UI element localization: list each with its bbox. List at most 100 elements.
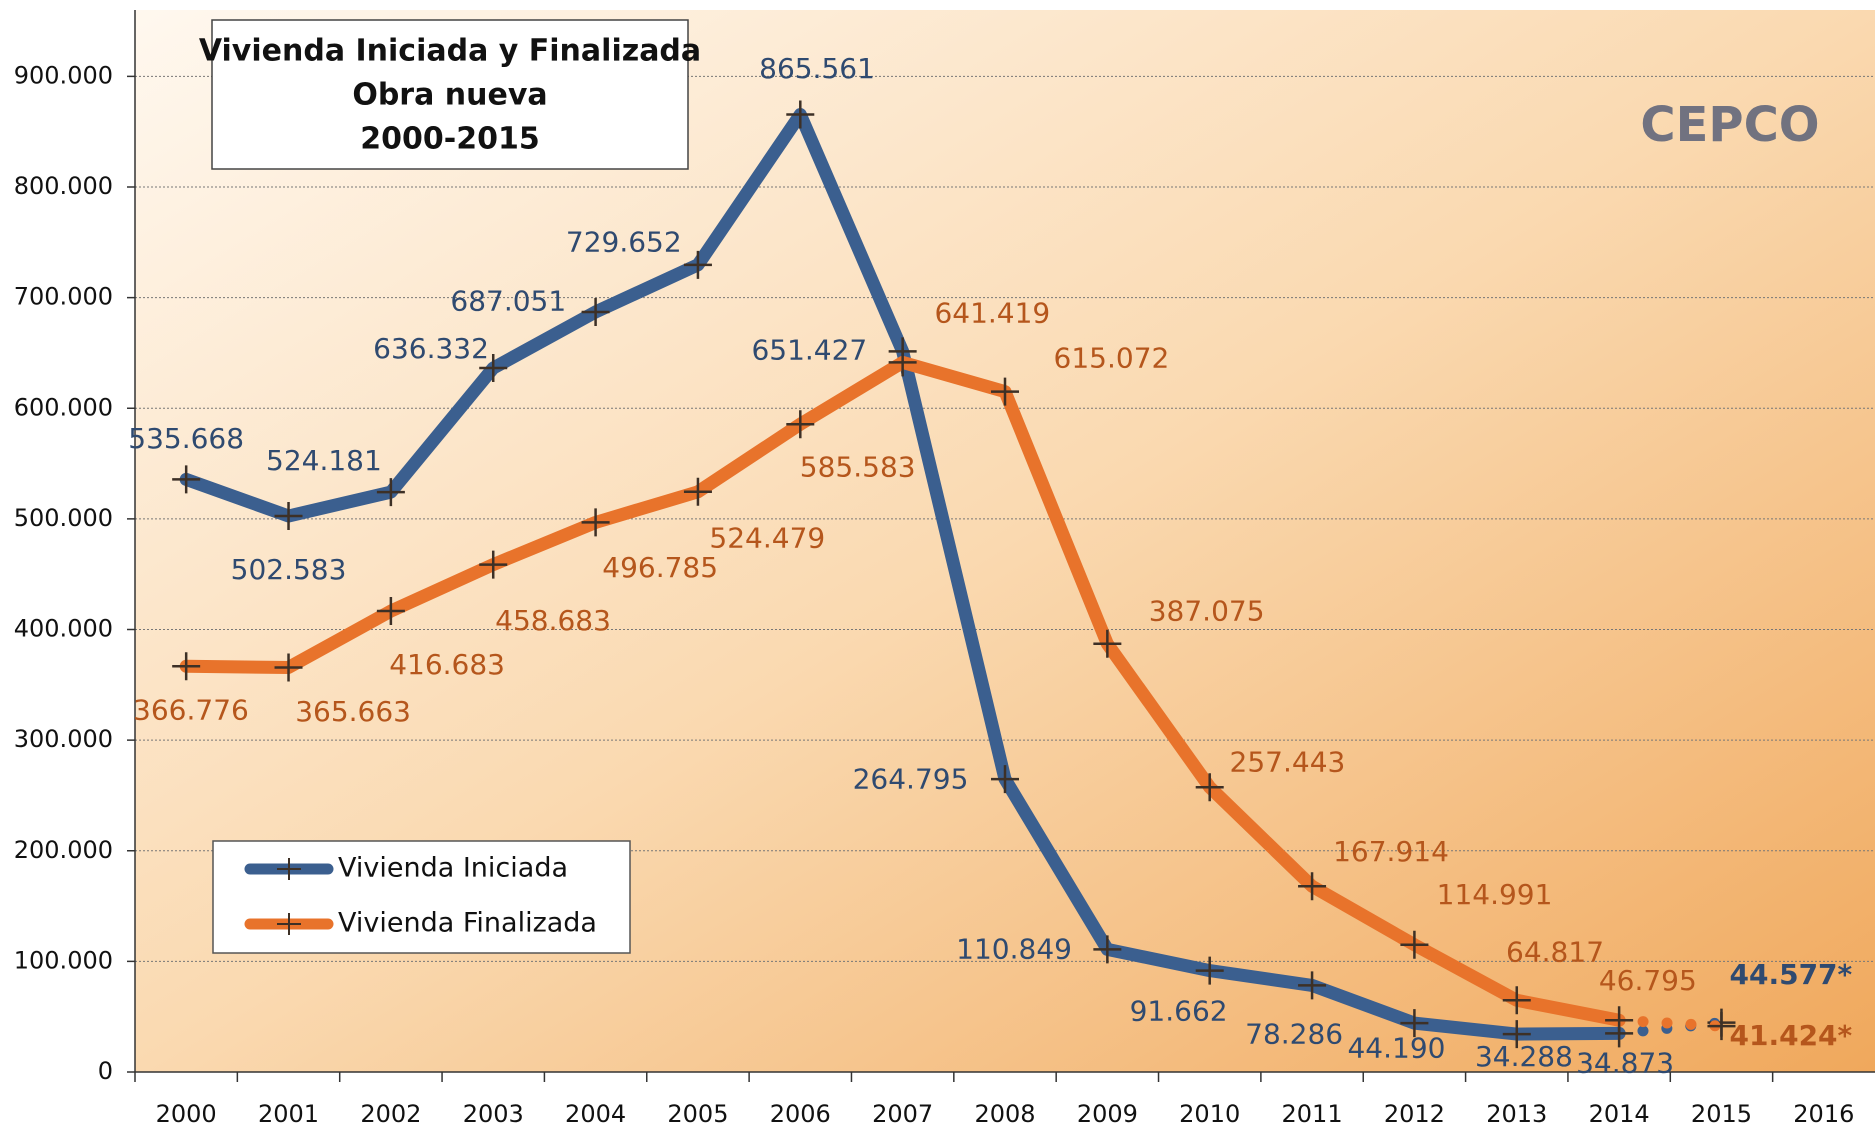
data-label: 41.424*: [1729, 1019, 1852, 1052]
data-label: 46.795: [1599, 964, 1697, 997]
legend-label: Vivienda Finalizada: [338, 908, 597, 939]
point-marker: [1400, 1009, 1429, 1038]
x-tick-label: 2012: [1384, 1100, 1445, 1128]
y-tick-label: 700.000: [14, 283, 113, 311]
x-tick-label: 2014: [1589, 1100, 1650, 1128]
x-tick-label: 2001: [258, 1100, 319, 1128]
data-label: 636.332: [373, 332, 489, 365]
data-label: 110.849: [956, 933, 1072, 966]
chart-title: 2000-2015: [360, 122, 539, 157]
x-tick-label: 2000: [156, 1100, 217, 1128]
point-marker: [172, 465, 201, 494]
point-marker: [1093, 935, 1122, 964]
point-marker: [683, 250, 712, 279]
point-marker: [1195, 956, 1224, 985]
point-marker: [888, 348, 917, 377]
point-marker: [991, 377, 1019, 406]
x-tick-label: 2003: [463, 1100, 524, 1128]
data-label: 387.075: [1149, 595, 1265, 628]
y-tick-label: 0: [98, 1057, 113, 1085]
point-marker: [581, 297, 610, 326]
data-label: 264.795: [853, 762, 969, 795]
data-label: 585.583: [800, 450, 916, 483]
point-marker: [479, 550, 508, 579]
point-marker: [786, 100, 815, 129]
data-label: 524.181: [266, 444, 382, 477]
logo: CEPCO: [1640, 97, 1819, 153]
data-label: 729.652: [566, 225, 682, 258]
data-label: 865.561: [759, 52, 875, 85]
chart-title: Vivienda Iniciada y Finalizada: [199, 34, 701, 69]
x-tick-label: 2016: [1793, 1100, 1854, 1128]
y-tick-label: 300.000: [14, 725, 113, 753]
data-label: 416.683: [389, 648, 505, 681]
point-marker: [1502, 1020, 1531, 1049]
x-tick-label: 2008: [974, 1100, 1035, 1128]
y-tick-label: 500.000: [14, 504, 113, 532]
y-tick-label: 800.000: [14, 172, 113, 200]
data-label: 64.817: [1506, 936, 1604, 969]
y-tick-label: 400.000: [14, 615, 113, 643]
point-marker: [274, 653, 303, 682]
point-marker: [376, 478, 405, 507]
point-marker: [1195, 773, 1224, 802]
projected-segment: [1613, 1017, 1727, 1039]
data-label: 257.443: [1230, 745, 1346, 778]
point-marker: [1707, 1012, 1736, 1041]
legend-marker: [277, 913, 301, 935]
x-tick-label: 2011: [1282, 1100, 1343, 1128]
data-label: 535.668: [128, 422, 244, 455]
data-label: 458.683: [495, 604, 611, 637]
data-label: 91.662: [1130, 994, 1228, 1027]
y-tick-label: 200.000: [14, 836, 113, 864]
data-label: 34.288: [1475, 1040, 1573, 1073]
point-marker: [786, 410, 815, 439]
data-label: 641.419: [934, 297, 1050, 330]
data-label: 502.583: [231, 553, 347, 586]
data-label: 78.286: [1245, 1018, 1343, 1051]
point-marker: [1502, 986, 1531, 1015]
data-label: 651.427: [751, 333, 867, 366]
point-marker: [991, 765, 1019, 794]
point-marker: [581, 508, 610, 537]
x-tick-label: 2002: [360, 1100, 421, 1128]
data-label: 496.785: [602, 551, 718, 584]
data-label: 114.991: [1437, 878, 1553, 911]
data-label: 524.479: [709, 522, 825, 555]
x-tick-label: 2015: [1691, 1100, 1752, 1128]
chart-title: Obra nueva: [352, 78, 547, 113]
data-label: 44.190: [1347, 1031, 1445, 1064]
data-label: 167.914: [1333, 835, 1449, 868]
legend-label: Vivienda Iniciada: [338, 853, 568, 884]
point-marker: [1298, 872, 1327, 901]
y-tick-label: 900.000: [14, 61, 113, 89]
point-marker: [172, 652, 201, 681]
y-tick-label: 600.000: [14, 393, 113, 421]
legend-marker: [277, 858, 301, 880]
data-label: 34.873: [1576, 1047, 1674, 1080]
data-label: 615.072: [1054, 341, 1170, 374]
point-marker: [1298, 971, 1327, 1000]
point-marker: [1093, 629, 1122, 658]
x-tick-label: 2004: [565, 1100, 626, 1128]
y-tick-label: 100.000: [14, 946, 113, 974]
x-tick-label: 2009: [1077, 1100, 1138, 1128]
data-label: 687.051: [450, 284, 566, 317]
x-tick-label: 2013: [1486, 1100, 1547, 1128]
data-label: 44.577*: [1729, 958, 1852, 991]
point-marker: [683, 477, 712, 506]
point-marker: [1400, 930, 1429, 959]
data-label: 366.776: [133, 694, 249, 727]
legend-box: [212, 840, 631, 954]
title-box: [211, 19, 689, 170]
x-tick-label: 2006: [770, 1100, 831, 1128]
point-marker: [479, 354, 508, 383]
data-label: 365.663: [295, 695, 411, 728]
point-marker: [376, 597, 405, 626]
x-tick-label: 2005: [667, 1100, 728, 1128]
projected-segment: [1613, 1014, 1727, 1032]
point-marker: [274, 502, 303, 531]
point-marker: [1605, 1006, 1634, 1035]
